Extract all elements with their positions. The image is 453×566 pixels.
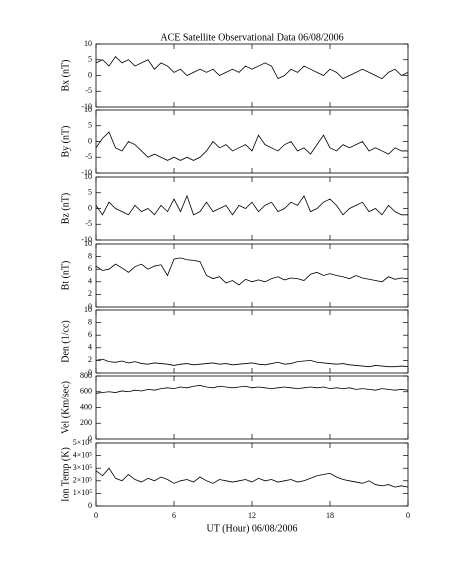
y-axis-label: By (nT): [60, 126, 71, 158]
panel-frame: [95, 43, 409, 108]
y-tick-label: 0: [88, 136, 92, 145]
y-tick-label: 2×10⁵: [73, 476, 93, 485]
y-tick-label: 10: [84, 172, 92, 181]
y-tick-label: 0: [88, 203, 92, 212]
y-tick-label: 0: [88, 70, 92, 79]
y-tick-label: -10: [81, 168, 92, 177]
data-line: [95, 55, 409, 80]
y-tick-label: 5×10⁵: [73, 438, 93, 447]
x-tick-label: 18: [326, 511, 334, 520]
y-tick-label: 6: [88, 330, 92, 339]
x-tick-label: 0: [94, 511, 98, 520]
y-tick-label: 600: [80, 387, 92, 396]
y-tick-label: 5: [88, 55, 92, 64]
y-tick-label: 1×10⁵: [73, 488, 93, 497]
panel-frame: [95, 375, 409, 440]
y-tick-label: 200: [80, 418, 92, 427]
y-tick-label: -10: [81, 235, 92, 244]
y-tick-label: 5: [88, 121, 92, 130]
data-line: [95, 358, 409, 368]
panel-frame: [95, 109, 409, 174]
y-tick-label: 2: [88, 289, 92, 298]
y-tick-label: 400: [80, 402, 92, 411]
y-tick-label: 10: [84, 105, 92, 114]
y-tick-label: 10: [84, 39, 92, 48]
x-tick-label: 6: [172, 511, 176, 520]
x-axis-label: UT (Hour) 06/08/2006: [207, 523, 298, 534]
y-axis-label: Bx (nT): [60, 60, 71, 92]
data-line: [95, 385, 409, 394]
x-tick-label: 0: [406, 511, 410, 520]
y-tick-label: 5: [88, 188, 92, 197]
y-tick-label: -10: [81, 102, 92, 111]
y-axis-label: Bt (nT): [60, 261, 71, 291]
x-tick-label: 12: [248, 511, 256, 520]
y-tick-label: 4: [88, 343, 92, 352]
y-tick-label: 6: [88, 264, 92, 273]
data-line: [95, 131, 408, 161]
y-tick-label: 0: [88, 501, 92, 510]
y-tick-label: 0: [88, 302, 92, 311]
panel-frame: [95, 442, 409, 507]
y-axis-label: Ion Temp (K): [60, 447, 71, 502]
panel-frame: [95, 243, 409, 308]
data-line: [95, 467, 409, 488]
y-tick-label: 10: [84, 305, 92, 314]
data-line: [95, 194, 408, 216]
y-tick-label: 0: [88, 434, 92, 443]
y-tick-label: 8: [88, 251, 92, 260]
chart-title: ACE Satellite Observational Data 06/08/2…: [160, 32, 343, 43]
y-tick-label: -5: [85, 152, 92, 161]
y-tick-label: 0: [88, 368, 92, 377]
y-tick-label: 4: [88, 277, 92, 286]
y-tick-label: 8: [88, 317, 92, 326]
y-axis-label: Bz (nT): [60, 193, 71, 224]
y-tick-label: 3×10⁵: [73, 463, 93, 472]
y-tick-label: 10: [84, 239, 92, 248]
y-tick-label: 2: [88, 355, 92, 364]
y-axis-label: Den (1/cc): [60, 320, 71, 362]
y-tick-label: -5: [85, 86, 92, 95]
y-tick-label: 4×10⁵: [73, 450, 93, 459]
panel-frame: [95, 176, 409, 241]
data-line: [95, 257, 409, 286]
y-tick-label: -5: [85, 219, 92, 228]
y-tick-label: 800: [80, 371, 92, 380]
y-axis-label: Vel (Km/sec): [60, 381, 71, 434]
